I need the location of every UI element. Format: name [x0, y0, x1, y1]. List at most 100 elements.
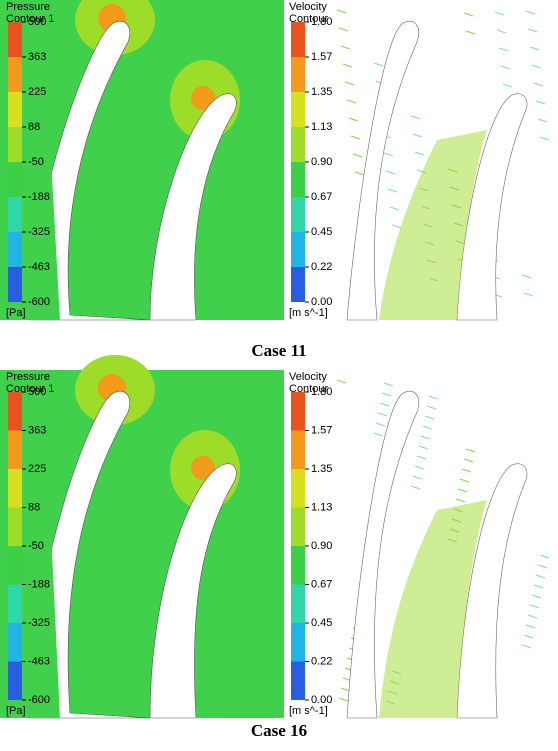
velocity-vector — [412, 133, 423, 138]
velocity-vector — [457, 488, 468, 493]
legend-title: Pressure — [6, 1, 50, 13]
legend-label: 1.57 — [311, 424, 332, 436]
velocity-vector — [340, 45, 351, 50]
velocity-vector — [533, 584, 544, 589]
colorbar-band — [8, 392, 22, 431]
colorbar-band — [291, 661, 305, 700]
legend-label: 1.13 — [311, 501, 332, 513]
legend-title: Contour 1 — [6, 13, 54, 25]
velocity-vector — [336, 9, 347, 14]
legend-label: 1.35 — [311, 463, 332, 475]
velocity-vector — [523, 292, 534, 297]
legend-label: -188 — [28, 191, 50, 203]
legend-title: Contour — [289, 13, 328, 25]
colorbar-band — [291, 127, 305, 162]
velocity-vector — [494, 11, 505, 16]
velocity-vector — [500, 65, 511, 70]
velocity-vector — [336, 379, 347, 384]
legend-title: Contour 1 — [6, 383, 54, 395]
velocity-vector — [529, 604, 540, 609]
blade — [29, 390, 237, 719]
legend-label: 1.13 — [311, 121, 332, 133]
colorbar-band — [8, 584, 22, 623]
colorbar-band — [8, 661, 22, 700]
legend-unit: [m s^-1] — [289, 307, 328, 319]
velocity-vector — [535, 100, 546, 105]
legend-label: 0.22 — [311, 655, 332, 667]
colorbar-band — [291, 584, 305, 623]
velocity-vector — [414, 465, 425, 470]
velocity-vector — [463, 12, 474, 17]
blade — [456, 93, 528, 321]
legend-label: 0.00 — [311, 694, 332, 706]
legend-label: -188 — [28, 578, 50, 590]
blade — [456, 463, 528, 719]
velocity-vector — [385, 170, 396, 175]
blade — [346, 20, 420, 321]
legend-label: 1.80 — [311, 16, 332, 28]
velocity-vector — [383, 382, 394, 387]
colorbar-band — [8, 197, 22, 232]
colorbar-band — [8, 22, 22, 57]
velocity-vector — [529, 46, 540, 51]
velocity-vector — [428, 395, 439, 400]
velocity-vector — [391, 224, 402, 229]
legend-label: 0.90 — [311, 540, 332, 552]
legend-title: Velocity — [289, 371, 327, 383]
legend-label: 0.00 — [311, 296, 332, 308]
velocity-vector — [338, 697, 349, 702]
flow-band — [379, 130, 487, 320]
velocity-vector — [354, 171, 365, 176]
legend-label: 0.90 — [311, 156, 332, 168]
legend-label: 225 — [28, 86, 46, 98]
legend-label: 0.22 — [311, 261, 332, 273]
legend-label: 225 — [28, 463, 46, 475]
legend-label: -600 — [28, 296, 50, 308]
velocity-vector — [461, 468, 472, 473]
legend-label: 1.35 — [311, 86, 332, 98]
legend-label: 88 — [28, 121, 40, 133]
colorbar-band — [291, 92, 305, 127]
velocity-vector — [410, 115, 421, 120]
colorbar-band — [8, 507, 22, 546]
velocity-vector — [387, 188, 398, 193]
legend-label: 500 — [28, 386, 46, 398]
colorbar-band — [8, 430, 22, 469]
velocity-vector — [352, 153, 363, 158]
velocity-vector — [420, 435, 431, 440]
velocity-vector — [375, 422, 386, 427]
colorbar-band — [291, 22, 305, 57]
colorbar-band — [8, 546, 22, 585]
legend-label: -325 — [28, 226, 50, 238]
legend-label: -325 — [28, 617, 50, 629]
colorbar-band — [8, 92, 22, 127]
blade — [25, 510, 60, 718]
velocity-vector — [381, 392, 392, 397]
contour-highlight — [191, 86, 215, 110]
velocity-vector — [496, 29, 507, 34]
velocity-vector — [342, 63, 353, 68]
velocity-vector — [414, 151, 425, 156]
colorbar-band — [8, 232, 22, 267]
velocity-vector — [463, 458, 474, 463]
velocity-vector — [523, 634, 534, 639]
velocity-vector — [465, 30, 476, 35]
velocity-vector — [344, 81, 355, 86]
velocity-vector — [348, 117, 359, 122]
contour-highlight — [191, 456, 215, 480]
velocity-vector — [340, 687, 351, 692]
velocity-vector — [424, 415, 435, 420]
velocity-vector — [498, 47, 509, 52]
legend-label: 500 — [28, 16, 46, 28]
legend-title: Pressure — [6, 371, 50, 383]
velocity-vector — [531, 64, 542, 69]
blade — [29, 20, 237, 321]
velocity-vector — [527, 614, 538, 619]
colorbar-band — [291, 623, 305, 662]
legend-unit: [Pa] — [6, 307, 26, 319]
colorbar-band — [291, 232, 305, 267]
